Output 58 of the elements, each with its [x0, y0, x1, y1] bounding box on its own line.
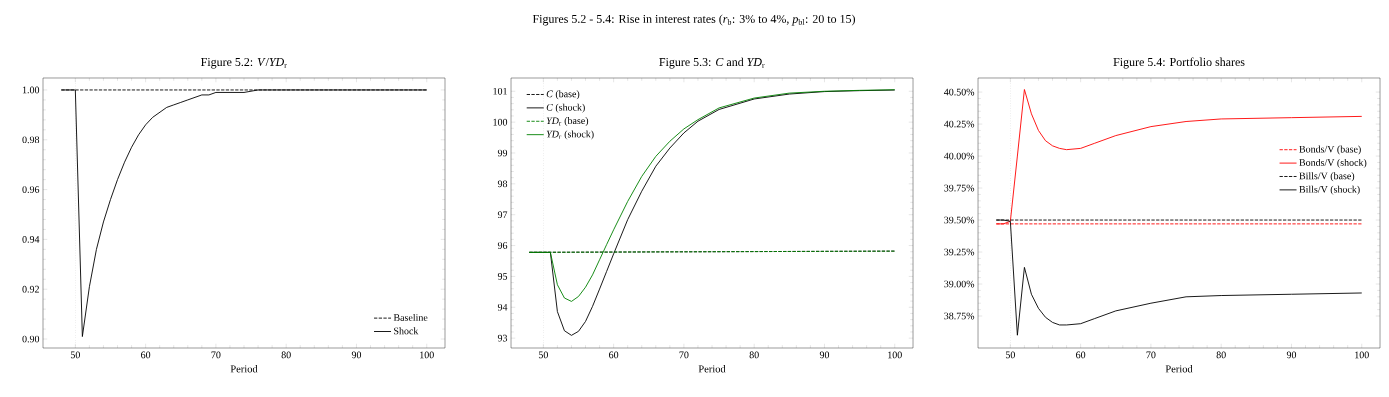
y-tick-label: 95 — [497, 273, 508, 280]
y-tick-label: 40.25% — [943, 120, 975, 128]
chart-title: Figure 5.4: Portfolio shares — [1113, 57, 1245, 69]
y-tick-label: 97 — [497, 211, 508, 219]
chart-title: Figure 5.3: C and YD$_{r}$ — [659, 57, 765, 69]
x-tick-label: 70 — [211, 351, 221, 359]
y-tick-label: 40.00% — [943, 152, 975, 160]
y-tick-label: 40.50% — [943, 88, 975, 96]
y-tick-label: 39.75% — [944, 184, 975, 192]
x-tick-label: 60 — [141, 351, 151, 359]
y-tick-label: 38.75% — [944, 312, 975, 320]
legend-label: C (shock) — [546, 103, 585, 113]
x-tick-label: 90 — [351, 351, 362, 359]
x-axis-title: Period — [230, 365, 258, 373]
y-tick-label: 0.98 — [22, 136, 40, 144]
legend-label: Bills/V (shock) — [1299, 185, 1360, 195]
y-tick-label: 39.00% — [944, 280, 975, 288]
y-tick-label: 96 — [497, 242, 508, 249]
chart-title: Figure 5.2: V/YD$_{r}$ — [201, 58, 287, 69]
x-tick-label: 80 — [1216, 351, 1226, 359]
x-tick-label: 90 — [1286, 351, 1297, 359]
x-axis-title: Period — [698, 365, 726, 373]
x-axis-title: Period — [1165, 365, 1193, 373]
y-tick-label: 100 — [493, 118, 508, 126]
legend-label: Shock — [394, 327, 419, 335]
x-tick-label: 100 — [888, 351, 902, 359]
y-tick-label: 0.92 — [22, 285, 39, 293]
y-tick-label: 39.25% — [944, 248, 975, 256]
y-tick-label: 99 — [497, 149, 508, 157]
x-tick-label: 70 — [679, 351, 689, 359]
x-tick-label: 60 — [1076, 351, 1086, 359]
y-tick-label: 101 — [493, 87, 507, 95]
y-tick-label: 0.94 — [22, 236, 40, 243]
x-tick-label: 50 — [1005, 351, 1015, 359]
text: Figures 5.2 - 5.4: Rise in interest rates (r$_{b}$: 3% to 4%, p$_{bl}$: 20 to 15) — [532, 14, 855, 26]
y-tick-label: 94 — [497, 303, 508, 311]
legend-label: C (base) — [546, 90, 580, 100]
legend-label: Bonds/V (shock) — [1299, 158, 1367, 168]
y-tick-label: 1.00 — [22, 86, 40, 94]
legend-label: Bills/V (base) — [1299, 172, 1355, 182]
y-tick-label: 93 — [497, 334, 508, 342]
x-tick-label: 60 — [609, 351, 619, 359]
legend-label: YD$_{r}$ (base) — [546, 117, 589, 127]
y-tick-label: 0.96 — [22, 186, 40, 193]
legend-label: Baseline — [393, 313, 428, 321]
x-tick-label: 90 — [819, 351, 830, 359]
legend-label: Bonds/V (base) — [1299, 145, 1361, 155]
y-tick-label: 0.90 — [22, 335, 40, 343]
legend-label: YD$_{r}$ (shock) — [546, 130, 594, 140]
x-tick-label: 50 — [70, 351, 80, 359]
y-tick-label: 98 — [497, 180, 508, 188]
y-tick-label: 39.50% — [944, 216, 975, 224]
x-tick-label: 70 — [1146, 351, 1156, 359]
x-tick-label: 80 — [281, 351, 291, 359]
x-tick-label: 100 — [420, 351, 434, 359]
x-tick-label: 80 — [749, 351, 759, 359]
x-tick-label: 100 — [1355, 351, 1369, 359]
x-tick-label: 50 — [538, 351, 548, 359]
